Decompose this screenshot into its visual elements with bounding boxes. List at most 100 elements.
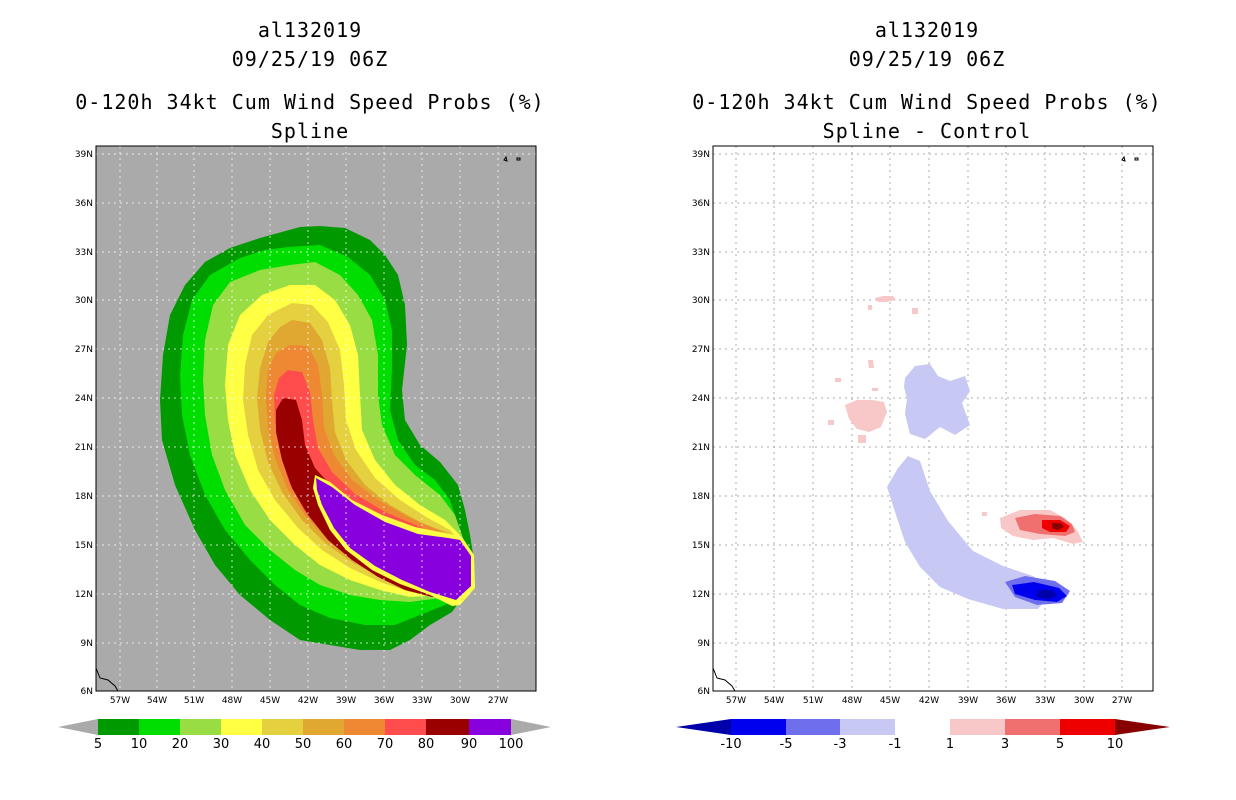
right-y-tick-30n: 30N <box>692 296 710 306</box>
left-map-frame <box>95 145 537 692</box>
right-y-tick-33n: 33N <box>692 248 710 258</box>
left-colorbar-box-9 <box>426 719 469 735</box>
right-colorbar-box-4 <box>895 719 950 735</box>
left-y-tick-36n: 36N <box>75 199 93 209</box>
left-x-tick-39w: 39W <box>336 696 356 706</box>
left-x-tick-54w: 54W <box>147 696 167 706</box>
diff-neg-north <box>904 364 970 439</box>
diff-pos-region-west <box>828 400 887 443</box>
right-colorbar-box-5 <box>950 719 1005 735</box>
left-colorbar-box-10 <box>469 719 511 735</box>
left-x-tick-33w: 33W <box>412 696 432 706</box>
left-cb-label-20: 20 <box>171 737 189 752</box>
left-colorbar-high-arrow <box>511 719 551 735</box>
left-colorbar-box-6 <box>303 719 344 735</box>
left-probability-contours <box>160 226 475 650</box>
left-cb-label-80: 80 <box>417 737 435 752</box>
left-subtitle: Spline <box>270 119 350 143</box>
right-x-tick-33w: 33W <box>1035 696 1055 706</box>
right-cb-label-3: 3 <box>1000 737 1010 752</box>
left-cb-label-10: 10 <box>130 737 148 752</box>
diff-pos-small-1 <box>875 296 896 302</box>
right-x-tick-54w: 54W <box>764 696 784 706</box>
right-cb-label-10: 10 <box>1106 737 1124 752</box>
left-y-tick-24n: 24N <box>75 394 93 404</box>
right-x-tick-39w: 39W <box>958 696 978 706</box>
left-cb-label-5: 5 <box>93 737 103 752</box>
left-y-tick-18n: 18N <box>75 492 93 502</box>
right-y-ticks: 6N 9N 12N 15N 18N 21N 24N 27N 30N 33N 36… <box>692 150 710 697</box>
left-colorbar-low-arrow <box>58 719 98 735</box>
right-cb-label-5: 5 <box>1055 737 1065 752</box>
right-y-tick-21n: 21N <box>692 443 710 453</box>
diff-neg-track <box>887 456 1053 609</box>
left-colorbar-box-1 <box>98 719 139 735</box>
right-x-tick-36w: 36W <box>996 696 1016 706</box>
right-datetime: 09/25/19 06Z <box>848 47 1006 71</box>
left-cb-label-40: 40 <box>253 737 271 752</box>
left-map-area <box>95 145 537 692</box>
right-storm-id: al132019 <box>874 18 980 42</box>
left-y-tick-33n: 33N <box>75 248 93 258</box>
left-y-tick-21n: 21N <box>75 443 93 453</box>
left-colorbar-box-7 <box>344 719 385 735</box>
right-y-tick-12n: 12N <box>692 590 710 600</box>
left-cb-label-70: 70 <box>376 737 394 752</box>
left-x-tick-48w: 48W <box>222 696 242 706</box>
right-island <box>1121 155 1139 162</box>
left-cb-label-50: 50 <box>294 737 312 752</box>
right-x-tick-30w: 30W <box>1074 696 1094 706</box>
diff-neg-10 <box>1037 590 1057 599</box>
left-grid <box>96 146 536 691</box>
right-y-tick-27n: 27N <box>692 345 710 355</box>
right-y-tick-9n: 9N <box>698 639 710 649</box>
left-y-tick-27n: 27N <box>75 345 93 355</box>
left-y-tick-15n: 15N <box>75 541 93 551</box>
left-datetime: 09/25/19 06Z <box>231 47 389 71</box>
right-y-tick-18n: 18N <box>692 492 710 502</box>
right-colorbar-low-arrow <box>676 719 731 735</box>
diff-pos-10-east <box>1052 523 1064 530</box>
right-colorbar <box>676 719 1170 735</box>
left-x-tick-42w: 42W <box>298 696 318 706</box>
left-colorbar <box>58 719 551 735</box>
left-y-tick-30n: 30N <box>75 296 93 306</box>
left-x-tick-51w: 51W <box>184 696 204 706</box>
left-y-tick-12n: 12N <box>75 590 93 600</box>
left-x-tick-45w: 45W <box>260 696 280 706</box>
right-y-tick-36n: 36N <box>692 199 710 209</box>
right-x-tick-45w: 45W <box>880 696 900 706</box>
right-y-tick-39n: 39N <box>692 150 710 160</box>
right-colorbar-high-arrow <box>1115 719 1170 735</box>
left-colorbar-box-5 <box>262 719 303 735</box>
right-map-area <box>712 145 1154 692</box>
right-colorbar-box-1 <box>731 719 786 735</box>
diff-pos-small-2 <box>868 305 918 314</box>
right-cb-label-neg1: -1 <box>888 737 902 752</box>
left-x-ticks: 57W 54W 51W 48W 45W 42W 39W 36W 33W 30W … <box>110 696 508 706</box>
left-colorbar-box-4 <box>221 719 262 735</box>
left-storm-id: al132019 <box>257 18 363 42</box>
right-x-ticks: 57W 54W 51W 48W 45W 42W 39W 36W 33W 30W … <box>726 696 1132 706</box>
right-x-tick-27w: 27W <box>1112 696 1132 706</box>
left-cb-label-90: 90 <box>460 737 478 752</box>
contour-100 <box>316 478 471 600</box>
left-product-title: 0-120h 34kt Cum Wind Speed Probs (%) <box>75 90 545 114</box>
left-cb-label-100: 100 <box>498 737 524 752</box>
right-cb-label-neg10: -10 <box>720 737 742 752</box>
right-colorbar-box-6 <box>1005 719 1060 735</box>
left-cb-label-30: 30 <box>212 737 230 752</box>
right-y-tick-15n: 15N <box>692 541 710 551</box>
right-y-tick-24n: 24N <box>692 394 710 404</box>
right-difference-contours <box>828 296 1083 609</box>
left-x-tick-36w: 36W <box>374 696 394 706</box>
right-x-tick-57w: 57W <box>726 696 746 706</box>
left-x-tick-57w: 57W <box>110 696 130 706</box>
left-coastline <box>95 667 119 692</box>
left-y-tick-9n: 9N <box>81 639 93 649</box>
right-coastline <box>712 667 736 692</box>
right-colorbar-box-3 <box>840 719 895 735</box>
right-cb-label-1: 1 <box>945 737 955 752</box>
right-colorbar-box-2 <box>786 719 840 735</box>
right-product-title: 0-120h 34kt Cum Wind Speed Probs (%) <box>692 90 1162 114</box>
